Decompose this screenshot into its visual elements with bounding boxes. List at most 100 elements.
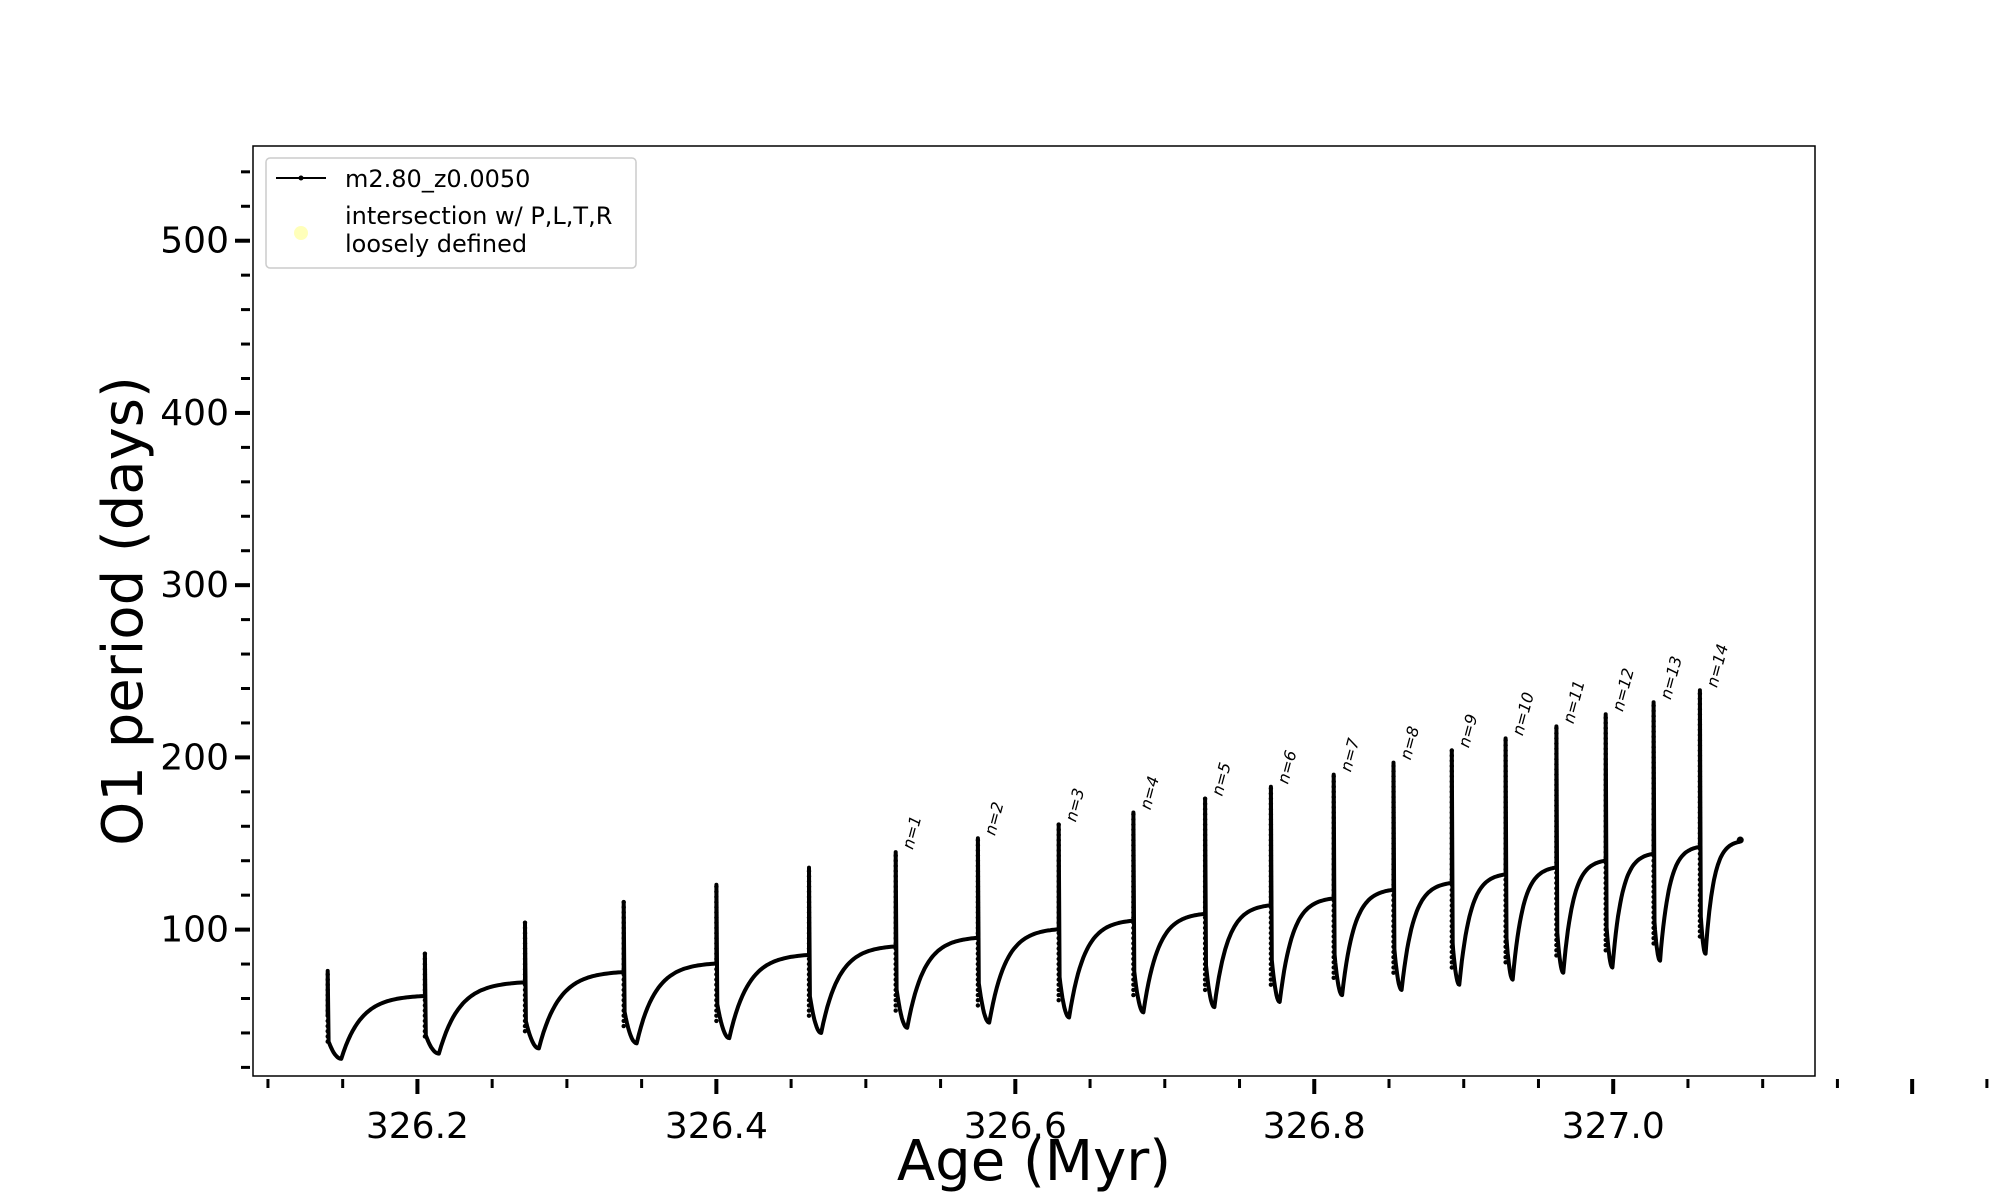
data-point (1503, 794, 1508, 800)
data-point (1449, 769, 1455, 774)
data-point (1131, 899, 1136, 905)
data-point (1554, 741, 1559, 746)
data-point (1449, 887, 1455, 893)
data-point (522, 951, 528, 956)
data-point (325, 977, 330, 982)
data-point (893, 951, 898, 956)
data-point (1268, 879, 1274, 884)
data-point (522, 941, 528, 946)
data-point (621, 987, 626, 993)
data-point (1449, 810, 1455, 815)
data-point (1554, 865, 1559, 870)
data-point (1331, 862, 1336, 867)
data-point (1268, 817, 1274, 822)
data-point (422, 951, 428, 956)
data-point (1554, 953, 1559, 958)
data-point (1391, 882, 1396, 887)
data-point (806, 884, 812, 889)
data-point (1449, 944, 1455, 949)
data-point (975, 998, 981, 1003)
data-point (1554, 891, 1559, 896)
data-point (1331, 815, 1336, 820)
data-point (806, 961, 812, 967)
data-point (714, 915, 719, 920)
data-point (975, 858, 981, 863)
data-point (1651, 843, 1656, 848)
data-point (621, 1013, 626, 1018)
data-point (1331, 934, 1336, 939)
data-point (1697, 691, 1703, 696)
data-point (1697, 918, 1703, 924)
data-point (1131, 863, 1136, 869)
data-point (422, 956, 428, 962)
data-point (1603, 731, 1608, 736)
data-point (1697, 841, 1703, 846)
data-point (714, 1003, 719, 1008)
data-point (1391, 800, 1396, 805)
data-point (1056, 987, 1061, 993)
data-point (1503, 908, 1508, 913)
data-point (621, 920, 626, 925)
data-point (1331, 805, 1336, 810)
data-point (893, 977, 898, 982)
data-point (1651, 936, 1656, 941)
data-point (1697, 769, 1703, 774)
data-point (893, 915, 898, 920)
data-point (1503, 924, 1508, 929)
pulse-spike (975, 837, 981, 1008)
data-point (714, 889, 719, 894)
data-point (522, 936, 528, 941)
data-point (893, 936, 898, 941)
data-point (1331, 939, 1336, 944)
data-point (325, 1013, 330, 1018)
data-point (975, 868, 981, 874)
data-point (1554, 746, 1559, 751)
data-point (1651, 812, 1656, 817)
data-point (1554, 870, 1559, 875)
data-point (1503, 903, 1508, 908)
data-point (1391, 965, 1396, 970)
data-point (1056, 853, 1061, 858)
data-point (1651, 760, 1656, 765)
data-point (1697, 712, 1703, 717)
data-point (1449, 800, 1455, 805)
data-point (806, 894, 812, 900)
data-point (1056, 951, 1061, 956)
data-point (422, 1034, 428, 1039)
data-point (1449, 815, 1455, 820)
data-point (1449, 774, 1455, 779)
data-point (1268, 863, 1274, 869)
data-point (1268, 982, 1274, 987)
data-point (1391, 846, 1396, 851)
data-point (1503, 929, 1508, 934)
data-point (1503, 934, 1508, 939)
data-point (1331, 918, 1336, 924)
data-point (1554, 922, 1559, 927)
data-point (1651, 837, 1656, 843)
data-point (1391, 970, 1396, 975)
data-point (422, 1023, 428, 1029)
data-point (1202, 941, 1208, 946)
data-point (1391, 867, 1396, 872)
legend-series-label: m2.80_z0.0050 (345, 165, 530, 193)
data-point (1268, 905, 1274, 910)
data-point (893, 879, 898, 884)
data-point (1697, 913, 1703, 918)
pulse-spike (1202, 796, 1208, 993)
data-point (1331, 810, 1336, 815)
data-point (1391, 944, 1396, 949)
y-axis-label: O1 period (days) (91, 376, 156, 846)
data-point (975, 889, 981, 894)
data-point (1697, 893, 1703, 898)
data-point (1603, 844, 1608, 850)
data-point (1056, 899, 1061, 905)
data-point (1503, 872, 1508, 877)
data-point (325, 992, 330, 998)
data-point (621, 941, 626, 946)
data-point (1503, 763, 1508, 769)
data-point (1554, 731, 1559, 736)
pulse-spike (893, 853, 898, 1013)
data-point (1603, 834, 1608, 839)
data-point (806, 915, 812, 920)
